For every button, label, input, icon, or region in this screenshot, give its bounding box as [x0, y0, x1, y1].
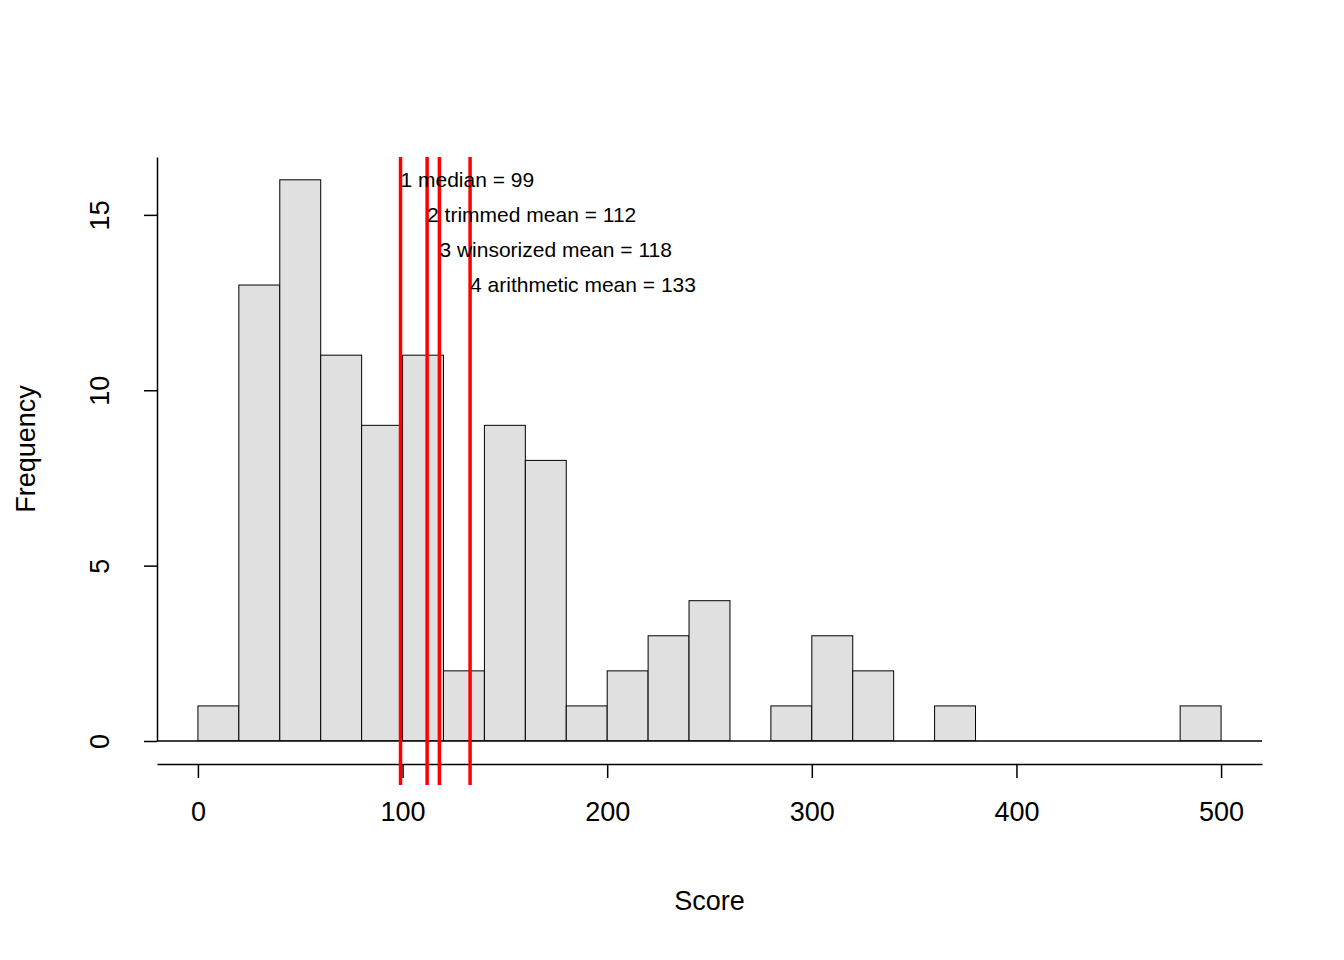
histogram-bar — [607, 671, 648, 741]
y-tick: 10 — [85, 376, 157, 406]
x-axis-line — [158, 764, 1263, 766]
y-tick-mark — [144, 215, 157, 217]
histogram-bar — [1180, 706, 1221, 741]
y-tick-label: 5 — [85, 559, 115, 574]
histogram-bar — [443, 671, 484, 741]
x-tick-label: 400 — [994, 797, 1039, 827]
histogram-bar — [198, 706, 239, 741]
x-tick-mark — [1016, 764, 1018, 778]
y-tick-label: 15 — [85, 200, 115, 230]
histogram-bar — [484, 425, 525, 741]
histogram-bar — [689, 601, 730, 741]
x-tick-mark — [607, 764, 609, 778]
y-axis-title: Frequency — [11, 385, 41, 513]
reference-line — [399, 157, 403, 785]
histogram-bar — [566, 706, 607, 741]
x-tick-label: 0 — [191, 797, 206, 827]
reference-line — [425, 157, 429, 785]
y-tick: 15 — [85, 200, 157, 230]
x-tick: 200 — [585, 764, 630, 827]
histogram-bar — [648, 636, 689, 741]
x-axis: 0 100 200 300 400 500 — [158, 764, 1263, 827]
histogram-bar — [812, 636, 853, 741]
histogram-bar — [280, 180, 321, 741]
histogram-bar — [362, 425, 403, 741]
x-axis-title: Score — [674, 886, 745, 916]
histogram-bar — [239, 285, 280, 741]
x-tick: 300 — [790, 764, 835, 827]
y-tick-mark — [144, 390, 157, 392]
x-tick: 0 — [191, 764, 206, 827]
y-axis: 0 5 10 15 — [85, 158, 158, 750]
chart: 0 100 200 300 400 500 0 5 10 15 Score Frequency 1 me… — [0, 0, 1344, 960]
x-tick-mark — [198, 764, 200, 778]
reference-label: 3 winsorized mean = 118 — [439, 238, 672, 261]
baseline — [157, 740, 1262, 742]
reference-label: 2 trimmed mean = 112 — [427, 203, 636, 226]
x-tick-mark — [402, 764, 404, 778]
x-tick-mark — [812, 764, 814, 778]
y-tick: 0 — [85, 734, 157, 749]
x-tick: 500 — [1199, 764, 1244, 827]
x-tick-mark — [1221, 764, 1223, 778]
y-tick-mark — [144, 565, 157, 567]
y-axis-line — [157, 158, 159, 742]
y-tick-mark — [144, 741, 157, 743]
x-tick-label: 200 — [585, 797, 630, 827]
x-tick-label: 100 — [381, 797, 426, 827]
reference-label: 4 arithmetic mean = 133 — [470, 273, 696, 296]
y-tick-label: 10 — [85, 376, 115, 406]
histogram-bar — [771, 706, 812, 741]
histogram-bar — [853, 671, 894, 741]
x-tick-label: 500 — [1199, 797, 1244, 827]
reference-label: 1 median = 99 — [401, 168, 535, 191]
bars — [198, 180, 1221, 741]
histogram-bar — [321, 355, 362, 741]
x-tick: 400 — [994, 764, 1039, 827]
y-tick-label: 0 — [85, 734, 115, 749]
histogram-bar — [525, 460, 566, 741]
histogram-bar — [403, 355, 444, 741]
x-tick: 100 — [381, 764, 426, 827]
histogram-bar — [935, 706, 976, 741]
x-tick-label: 300 — [790, 797, 835, 827]
y-tick: 5 — [85, 559, 157, 574]
